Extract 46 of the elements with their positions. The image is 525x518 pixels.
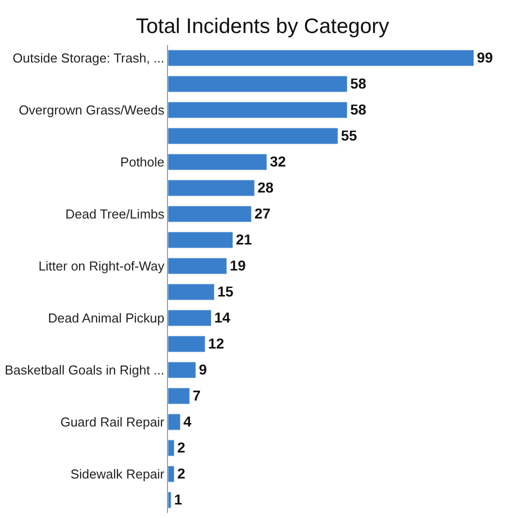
bar <box>168 440 174 456</box>
data-label: 21 <box>236 232 252 249</box>
data-label: 15 <box>217 284 234 301</box>
data-label: 19 <box>230 258 246 275</box>
bar <box>168 180 255 196</box>
bar <box>168 492 172 508</box>
bar <box>168 284 215 300</box>
bar <box>168 414 181 430</box>
data-label: 14 <box>214 310 230 327</box>
bar <box>168 154 268 170</box>
bar <box>168 206 252 222</box>
bar <box>168 336 206 352</box>
data-label: 58 <box>350 76 366 93</box>
bar <box>168 388 190 404</box>
bar <box>168 258 227 274</box>
bar <box>168 128 338 144</box>
data-label: 1 <box>174 492 182 509</box>
data-label: 99 <box>476 50 493 67</box>
bar <box>168 362 196 378</box>
data-label: 27 <box>254 206 270 223</box>
data-label: 28 <box>258 180 274 197</box>
data-label: 2 <box>177 440 186 457</box>
data-label: 4 <box>183 414 192 431</box>
data-label: 55 <box>340 128 357 145</box>
y-tick-label: Dead Animal Pickup <box>48 310 164 326</box>
bar <box>168 466 174 482</box>
data-label: 2 <box>177 466 186 483</box>
bar <box>168 310 212 326</box>
y-tick-label: Basketball Goals in Right ... <box>4 362 164 378</box>
data-label: 32 <box>270 154 286 171</box>
y-tick-label: Sidewalk Repair <box>70 466 166 482</box>
bar <box>168 50 474 66</box>
data-label: 12 <box>208 336 224 353</box>
y-tick-label: Overgrown Grass/Weeds <box>18 102 165 118</box>
bar <box>168 76 348 92</box>
y-tick-label: Litter on Right-of-Way <box>38 258 165 274</box>
bar <box>168 102 348 118</box>
data-label: 9 <box>198 362 207 379</box>
y-tick-label: Dead Tree/Limbs <box>65 206 165 222</box>
y-tick-label: Outside Storage: Trash, ... <box>12 50 164 66</box>
bar <box>168 232 234 248</box>
y-tick-label: Pothole <box>120 154 164 170</box>
data-label: 7 <box>192 388 201 405</box>
chart-title: Total Incidents by Category <box>136 14 390 38</box>
data-label: 58 <box>350 102 366 119</box>
y-tick-label: Guard Rail Repair <box>60 414 166 430</box>
